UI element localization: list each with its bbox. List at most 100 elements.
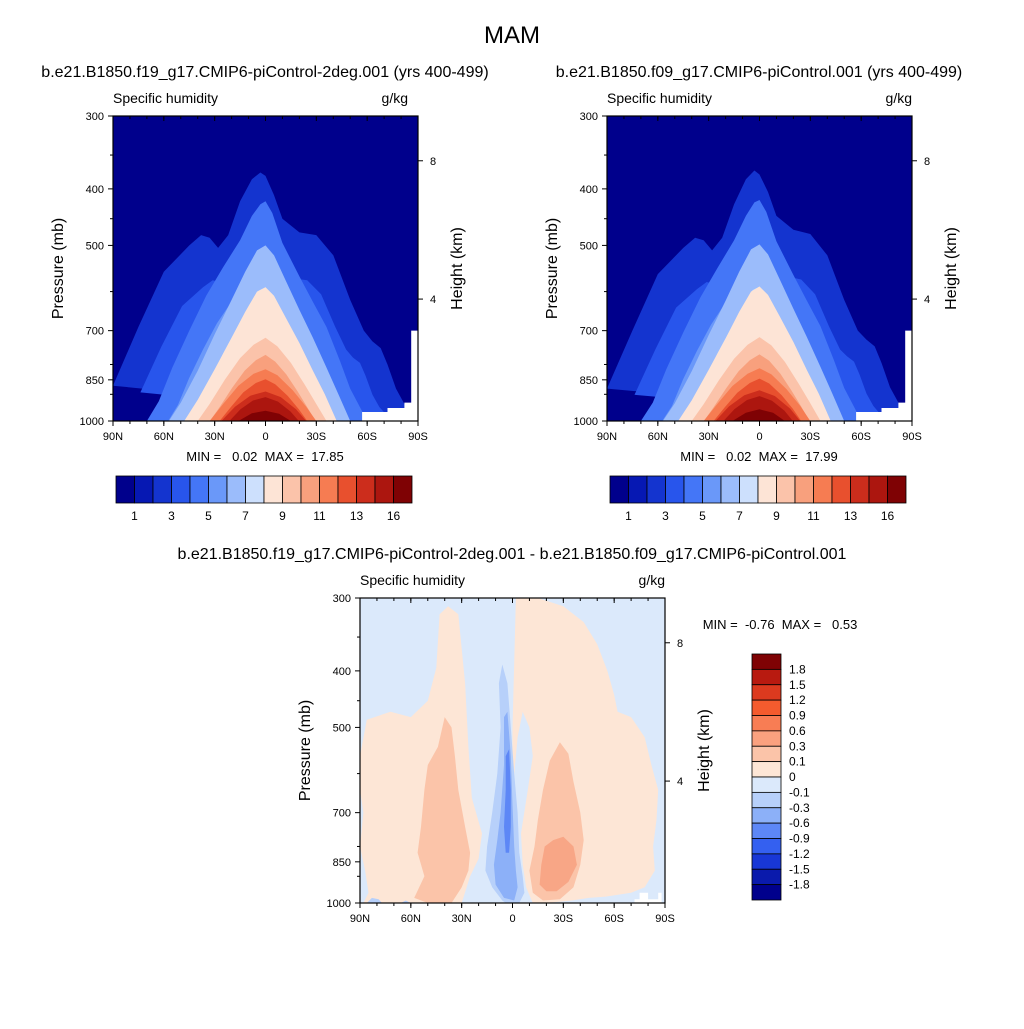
xtick-label-30S: 30S <box>554 913 574 925</box>
colorbar-label--0.6: -0.6 <box>789 816 810 830</box>
y2tick-label-8: 8 <box>924 156 930 168</box>
panel2-units: g/kg <box>886 90 912 106</box>
colorbar-swatch-6 <box>226 475 246 504</box>
colorbar-swatch-7 <box>245 475 265 504</box>
colorbar-label-5: 5 <box>205 509 212 523</box>
colorbar-label-7: 7 <box>242 509 249 523</box>
ytick-label-1000: 1000 <box>80 416 104 428</box>
ytick-label-700: 700 <box>580 326 598 338</box>
xtick-label-30N: 30N <box>205 431 225 443</box>
xtick-label-60S: 60S <box>357 431 377 443</box>
colorbar-swatch-12 <box>337 475 357 504</box>
panel2-stats: MIN = 0.02 MAX = 17.99 <box>680 449 838 464</box>
xtick-label-60S: 60S <box>851 431 871 443</box>
xtick-label-90N: 90N <box>350 913 370 925</box>
ytick-label-500: 500 <box>86 240 104 252</box>
colorbar-label-11: 11 <box>313 509 326 523</box>
ytick-label-500: 500 <box>580 240 598 252</box>
colorbar-label-3: 3 <box>168 509 175 523</box>
xtick-label-30S: 30S <box>801 431 821 443</box>
colorbar-label-11: 11 <box>807 509 820 523</box>
surface-mask <box>634 892 662 903</box>
y2label: Height (km) <box>943 227 960 310</box>
colorbar-swatch-10 <box>794 475 814 504</box>
colorbar-swatch-12 <box>751 838 782 855</box>
xtick-label-30S: 30S <box>307 431 327 443</box>
xtick-label-90S: 90S <box>655 913 675 925</box>
panel3-stats: MIN = -0.76 MAX = 0.53 <box>703 617 858 632</box>
colorbar-swatch-15 <box>393 475 413 504</box>
xtick-label-0: 0 <box>262 431 268 443</box>
contour-subband-13 <box>229 397 299 421</box>
colorbar-swatch-13 <box>751 853 782 870</box>
colorbar-label-0.9: 0.9 <box>789 709 806 723</box>
colorbar-swatch-5 <box>702 475 722 504</box>
xtick-label-90N: 90N <box>597 431 617 443</box>
y2tick-label-8: 8 <box>430 156 436 168</box>
colorbar-label-0.1: 0.1 <box>789 755 806 769</box>
colorbar-swatch-6 <box>720 475 740 504</box>
surface-mask <box>362 330 418 421</box>
y2label: Height (km) <box>449 227 466 310</box>
colorbar-swatch-2 <box>751 684 782 701</box>
colorbar-swatch-0 <box>115 475 135 504</box>
y2label: Height (km) <box>696 709 713 792</box>
colorbar-swatch-11 <box>813 475 833 504</box>
colorbar-swatch-1 <box>628 475 648 504</box>
panel1-units: g/kg <box>382 90 408 106</box>
page-title: MAM <box>484 22 540 49</box>
colorbar-swatch-4 <box>189 475 209 504</box>
colorbar-label-1.2: 1.2 <box>789 693 806 707</box>
panel2-fills <box>607 116 912 421</box>
contour-region-0.3to0.6-0 <box>539 836 577 892</box>
ylabel: Pressure (mb) <box>544 218 561 319</box>
ytick-label-700: 700 <box>86 326 104 338</box>
ytick-label-700: 700 <box>333 808 351 820</box>
ytick-label-850: 850 <box>580 375 598 387</box>
ytick-label-400: 400 <box>333 666 351 678</box>
ytick-label-300: 300 <box>86 111 104 123</box>
colorbar-swatch-0 <box>609 475 629 504</box>
colorbar-swatch-0 <box>751 653 782 670</box>
panel1-title: b.e21.B1850.f19_g17.CMIP6-piControl-2deg… <box>41 64 488 81</box>
panel3-units: g/kg <box>639 572 665 588</box>
colorbar-label-9: 9 <box>773 509 780 523</box>
colorbar-label--0.1: -0.1 <box>789 785 810 799</box>
xtick-label-30N: 30N <box>452 913 472 925</box>
panel1-variable: Specific humidity <box>113 90 218 106</box>
colorbar-swatch-11 <box>319 475 339 504</box>
ylabel: Pressure (mb) <box>297 700 314 801</box>
xtick-label-90S: 90S <box>902 431 922 443</box>
colorbar-swatch-13 <box>356 475 376 504</box>
colorbar-label-0.3: 0.3 <box>789 739 806 753</box>
ytick-label-1000: 1000 <box>574 416 598 428</box>
colorbar-label--1.8: -1.8 <box>789 878 810 892</box>
colorbar-label-1: 1 <box>625 509 632 523</box>
colorbar-label-5: 5 <box>699 509 706 523</box>
surface-mask <box>856 330 912 421</box>
xtick-label-0: 0 <box>756 431 762 443</box>
colorbar-label--0.3: -0.3 <box>789 801 810 815</box>
ytick-label-500: 500 <box>333 722 351 734</box>
colorbar-swatch-4 <box>751 715 782 732</box>
colorbar-swatch-14 <box>374 475 394 504</box>
ytick-label-400: 400 <box>580 184 598 196</box>
colorbar-label-7: 7 <box>736 509 743 523</box>
xtick-label-90S: 90S <box>408 431 428 443</box>
panel2-plot: 300 400 500 700 850 1000 90N 60N 30N 0 30S 60S 90S 8 4… <box>544 111 960 443</box>
xtick-label-60N: 60N <box>401 913 421 925</box>
colorbar-swatch-9 <box>751 791 782 809</box>
xtick-label-0: 0 <box>509 913 515 925</box>
panel3-plot: 300 400 500 700 850 1000 90N 60N 30N 0 30S 60S 90S 8 4… <box>297 593 713 925</box>
colorbar-swatch-5 <box>751 730 782 747</box>
panel3-variable: Specific humidity <box>360 572 465 588</box>
colorbar-swatch-3 <box>171 475 191 504</box>
colorbar-label-16: 16 <box>387 509 401 523</box>
colorbar-swatch-8 <box>751 776 782 793</box>
y2tick-label-4: 4 <box>924 294 930 306</box>
colorbar-swatch-6 <box>751 745 782 763</box>
contour-region--0.3to-0.1-2 <box>400 900 411 903</box>
ytick-label-1000: 1000 <box>327 898 351 910</box>
panel2-title: b.e21.B1850.f09_g17.CMIP6-piControl.001 … <box>556 64 962 81</box>
